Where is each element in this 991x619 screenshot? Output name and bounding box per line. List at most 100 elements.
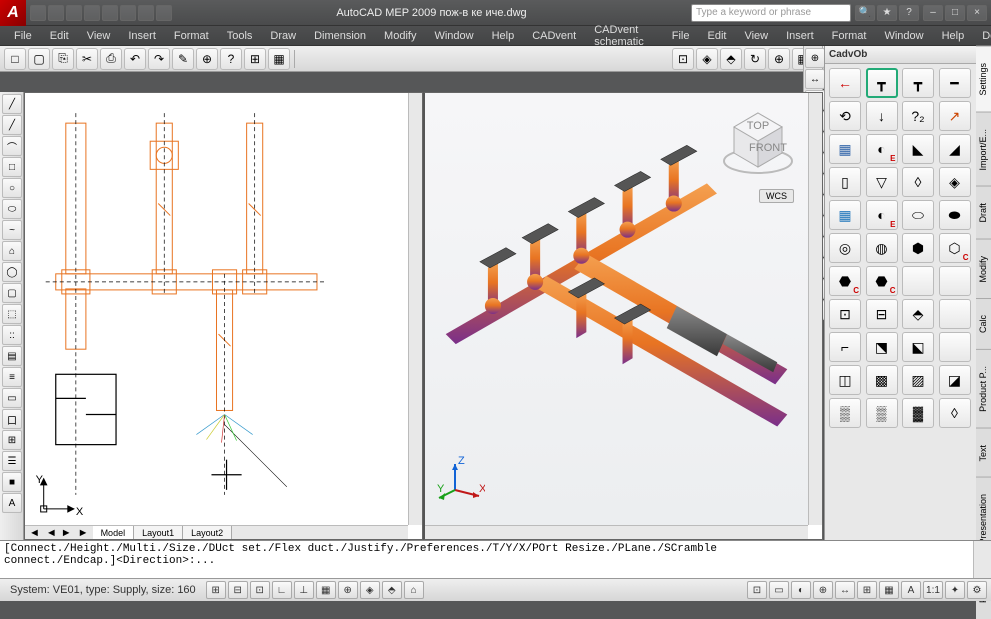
- status-button[interactable]: ▭: [769, 581, 789, 599]
- palette-item[interactable]: ←: [829, 68, 861, 98]
- qat-btn[interactable]: [156, 5, 172, 21]
- menu-dimension[interactable]: Dimension: [306, 28, 374, 44]
- palette-tab[interactable]: Modify: [976, 239, 991, 299]
- status-button[interactable]: ⊞: [857, 581, 877, 599]
- maximize-button[interactable]: □: [945, 5, 965, 21]
- qat-btn[interactable]: [84, 5, 100, 21]
- status-button[interactable]: ⊡: [747, 581, 767, 599]
- side-tool-button[interactable]: ⊕: [805, 48, 825, 68]
- draw-tool-button[interactable]: ╱: [2, 115, 22, 135]
- toolbar-button[interactable]: ⎘: [52, 48, 74, 70]
- close-button[interactable]: ×: [967, 5, 987, 21]
- menu2-insert[interactable]: Insert: [778, 28, 822, 44]
- tab-nav-prev[interactable]: ◄: [25, 527, 44, 539]
- palette-item[interactable]: ◣: [902, 134, 934, 164]
- palette-item[interactable]: ⬣C: [829, 266, 861, 296]
- status-toggle[interactable]: ⊡: [250, 581, 270, 599]
- palette-item[interactable]: ⬘: [902, 299, 934, 329]
- draw-tool-button[interactable]: ☰: [2, 451, 22, 471]
- draw-tool-button[interactable]: ⌒: [2, 136, 22, 156]
- infocenter-btn[interactable]: 🔍: [855, 5, 875, 21]
- palette-item[interactable]: ⬔: [866, 332, 898, 362]
- viewport-2d[interactable]: Y X ◄ ◄ ► ► Model Layout1 Layout2: [24, 92, 423, 540]
- toolbar-button[interactable]: ✂: [76, 48, 98, 70]
- palette-item[interactable]: ⊡: [829, 299, 861, 329]
- status-button[interactable]: ⚙: [967, 581, 987, 599]
- menu2-window[interactable]: Window: [876, 28, 931, 44]
- palette-tab[interactable]: Import/E...: [976, 112, 991, 187]
- toolbar-button[interactable]: ✎: [172, 48, 194, 70]
- status-toggle[interactable]: ⊟: [228, 581, 248, 599]
- menu-edit[interactable]: Edit: [42, 28, 77, 44]
- draw-tool-button[interactable]: ⬚: [2, 304, 22, 324]
- status-button[interactable]: ↔: [835, 581, 855, 599]
- status-button[interactable]: A: [901, 581, 921, 599]
- menu2-edit[interactable]: Edit: [699, 28, 734, 44]
- tab-layout1[interactable]: Layout1: [134, 526, 183, 540]
- help-search-input[interactable]: Type a keyword or phrase: [691, 4, 851, 22]
- palette-item[interactable]: ┳: [866, 68, 898, 98]
- menu-insert[interactable]: Insert: [120, 28, 164, 44]
- palette-item[interactable]: ▒: [829, 398, 861, 428]
- scrollbar-horizontal[interactable]: [425, 525, 808, 539]
- menu-draw[interactable]: Draw: [262, 28, 304, 44]
- menu-file[interactable]: File: [6, 28, 40, 44]
- status-button[interactable]: ⊕: [813, 581, 833, 599]
- palette-item[interactable]: ◐E: [866, 200, 898, 230]
- draw-tool-button[interactable]: ▢: [2, 283, 22, 303]
- toolbar-button[interactable]: ⬘: [720, 48, 742, 70]
- draw-tool-button[interactable]: ⌂: [2, 241, 22, 261]
- draw-tool-button[interactable]: ╱: [2, 94, 22, 114]
- palette-item[interactable]: ⊟: [866, 299, 898, 329]
- draw-tool-button[interactable]: ▭: [2, 388, 22, 408]
- palette-item[interactable]: ◊: [939, 398, 971, 428]
- draw-tool-button[interactable]: ::: [2, 325, 22, 345]
- palette-item[interactable]: ⬣C: [866, 266, 898, 296]
- status-button[interactable]: ◐: [791, 581, 811, 599]
- qat-btn[interactable]: [48, 5, 64, 21]
- qat-btn[interactable]: [120, 5, 136, 21]
- qat-btn[interactable]: [30, 5, 46, 21]
- qat-btn[interactable]: [138, 5, 154, 21]
- draw-tool-button[interactable]: ⬭: [2, 199, 22, 219]
- status-toggle[interactable]: ∟: [272, 581, 292, 599]
- draw-tool-button[interactable]: A: [2, 493, 22, 513]
- palette-item[interactable]: ▯: [829, 167, 861, 197]
- status-toggle[interactable]: ⊥: [294, 581, 314, 599]
- status-button[interactable]: 1:1: [923, 581, 943, 599]
- palette-item[interactable]: ◫: [829, 365, 861, 395]
- toolbar-button[interactable]: ↻: [744, 48, 766, 70]
- palette-item[interactable]: ⬕: [902, 332, 934, 362]
- menu-help[interactable]: Help: [484, 28, 523, 44]
- menu-modify[interactable]: Modify: [376, 28, 424, 44]
- palette-item[interactable]: ⟲: [829, 101, 861, 131]
- status-toggle[interactable]: ▦: [316, 581, 336, 599]
- menu2-design[interactable]: Design: [974, 28, 991, 44]
- palette-item[interactable]: ⬬: [939, 200, 971, 230]
- toolbar-button[interactable]: □: [4, 48, 26, 70]
- menu-window[interactable]: Window: [426, 28, 481, 44]
- palette-tab[interactable]: Calc: [976, 298, 991, 349]
- toolbar-button[interactable]: ⊕: [196, 48, 218, 70]
- palette-item[interactable]: ━: [939, 68, 971, 98]
- draw-tool-button[interactable]: 口: [2, 409, 22, 429]
- qat-btn[interactable]: [66, 5, 82, 21]
- palette-item[interactable]: ◈: [939, 167, 971, 197]
- palette-item[interactable]: ▽: [866, 167, 898, 197]
- palette-item[interactable]: ◪: [939, 365, 971, 395]
- palette-item[interactable]: ┳: [902, 68, 934, 98]
- qat-btn[interactable]: [102, 5, 118, 21]
- infocenter-btn[interactable]: ?: [899, 5, 919, 21]
- draw-tool-button[interactable]: □: [2, 157, 22, 177]
- palette-tab[interactable]: Text: [976, 428, 991, 478]
- palette-tab[interactable]: Settings: [976, 46, 991, 112]
- palette-item[interactable]: [939, 332, 971, 362]
- wcs-badge[interactable]: WCS: [759, 189, 794, 203]
- palette-item[interactable]: [939, 299, 971, 329]
- toolbar-button[interactable]: ?: [220, 48, 242, 70]
- menu2-view[interactable]: View: [736, 28, 776, 44]
- palette-item[interactable]: ◢: [939, 134, 971, 164]
- status-toggle[interactable]: ⊕: [338, 581, 358, 599]
- status-button[interactable]: ✦: [945, 581, 965, 599]
- status-toggle[interactable]: ⌂: [404, 581, 424, 599]
